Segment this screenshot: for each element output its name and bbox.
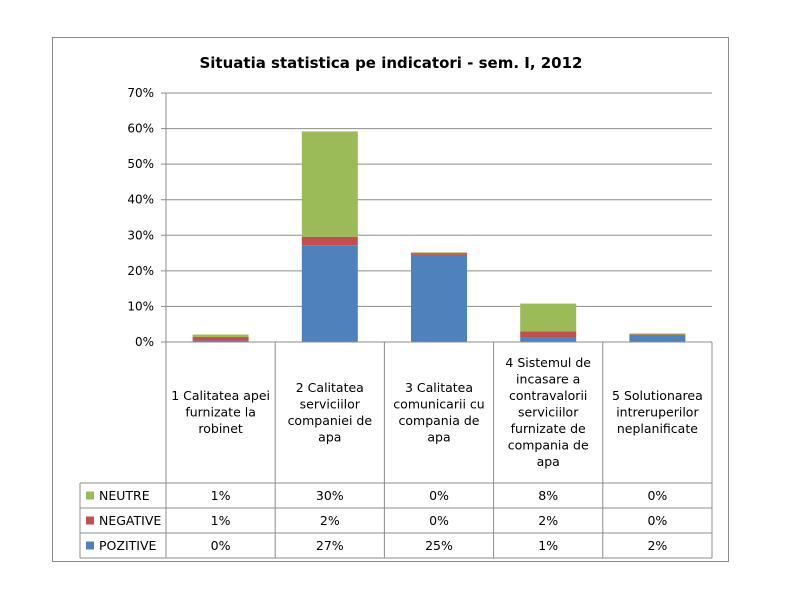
bar-negative [629,334,686,336]
bar-neutre [301,131,358,237]
chart-frame [52,37,729,562]
category-label-line: 1 Calitatea apei [171,388,270,403]
y-tick-label: 60% [127,122,154,136]
category-label-line: furnizate la [185,405,256,420]
category-label: 3 Calitatea comunicarii cu compania de apa [393,380,484,445]
category-label-line: contravalorii [509,388,587,403]
legend-label-negative: NEGATIVE [99,513,161,528]
legend-key-neutre [86,491,94,500]
category-label: 5 Solutionarea intreruperilor neplanificat… [612,388,703,436]
category-label-line: serviciilor [300,396,361,411]
category-label-line: incasare a [516,372,580,387]
category-label-line: compania de [399,413,480,428]
data-label: 2% [647,538,667,553]
data-label: 27% [316,538,344,553]
y-tick-label: 10% [127,299,154,313]
data-label: 0% [429,488,449,503]
legend-key-pozitive [86,541,94,550]
category-label: 4 Sistemul de incasare a contravalorii serv… [505,355,591,469]
category-label-line: 5 Solutionarea [612,388,703,403]
category-label-line: intreruperilor [616,405,699,420]
data-label: 1% [211,488,231,503]
legend-label-pozitive: POZITIVE [99,538,156,553]
y-tick-label: 70% [127,86,154,100]
y-tick-label: 50% [127,157,154,171]
legend-key-negative [86,516,94,525]
data-label: 1% [211,513,231,528]
bar-neutre [411,252,467,254]
category-label-line: apa [537,454,560,469]
data-label: 2% [538,513,558,528]
category-label-line: robinet [198,421,243,436]
category-label-line: companiei de [288,413,373,428]
y-tick-label: 20% [127,264,154,278]
y-tick-label: 30% [127,228,154,242]
bar-negative [301,236,358,246]
bar-pozitive [192,340,249,342]
data-label: 25% [425,538,453,553]
data-label: 0% [429,513,449,528]
data-label: 2% [320,513,340,528]
category-label-line: apa [427,429,450,444]
bar-pozitive [629,335,686,342]
bar-negative [520,331,577,338]
y-tick-label: 0% [135,335,154,349]
data-label: 0% [647,513,667,528]
data-label: 30% [316,488,344,503]
bar-pozitive [411,254,467,342]
data-label: 0% [647,488,667,503]
legend-label-neutre: NEUTRE [99,488,150,503]
category-label: 2 Calitatea serviciilor companiei de apa [288,380,373,445]
category-label: 1 Calitatea apei furnizate la robinet [171,388,270,436]
data-label: 0% [211,538,231,553]
chart-title: Situatia statistica pe indicatori - sem.… [199,54,582,72]
category-label-line: neplanificate [617,421,698,436]
category-label-line: furnizate de [511,421,586,436]
category-label-line: compania de [508,438,589,453]
category-label-line: 4 Sistemul de [505,355,591,370]
category-label-line: apa [318,429,341,444]
bar-pozitive [301,245,358,342]
y-tick-label: 40% [127,193,154,207]
category-label-line: serviciilor [518,405,579,420]
bar-negative [192,337,249,341]
bar-negative [411,253,467,255]
bar-pozitive [520,337,577,342]
category-label-line: 3 Calitatea [405,380,473,395]
bar-neutre [629,333,686,335]
category-label-line: comunicarii cu [393,396,484,411]
data-label: 8% [538,488,558,503]
bar-neutre [520,303,577,332]
category-label-line: 2 Calitatea [296,380,364,395]
bar-neutre [192,334,249,338]
data-label: 1% [538,538,558,553]
